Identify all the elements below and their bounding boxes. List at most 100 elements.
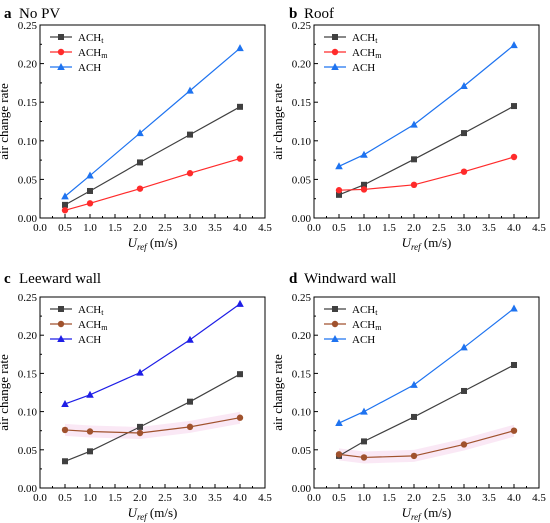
y-tick-label: 0.00 bbox=[18, 483, 38, 495]
data-point bbox=[237, 371, 243, 378]
x-tick-label: 0.0 bbox=[33, 492, 47, 504]
legend-marker bbox=[57, 335, 65, 342]
y-tick-label: 0.05 bbox=[292, 445, 312, 457]
x-axis-title-unit: (m/s) bbox=[147, 235, 178, 250]
y-tick-label: 0.20 bbox=[18, 330, 38, 342]
x-tick-label: 2.0 bbox=[407, 492, 421, 504]
y-tick-label: 0.25 bbox=[18, 20, 38, 32]
y-tick-label: 0.05 bbox=[292, 174, 312, 186]
data-point bbox=[86, 200, 94, 207]
data-point bbox=[61, 192, 69, 200]
x-tick-label: 1.0 bbox=[357, 222, 371, 234]
data-point bbox=[136, 368, 144, 376]
data-point bbox=[511, 361, 517, 368]
data-point bbox=[411, 156, 417, 163]
legend-label: ACH bbox=[352, 334, 375, 346]
y-tick-label: 0.10 bbox=[292, 407, 312, 419]
data-point bbox=[361, 438, 367, 445]
data-point bbox=[410, 452, 418, 460]
x-tick-label: 0.0 bbox=[33, 222, 47, 234]
x-axis-title: Uref (m/s) bbox=[128, 505, 178, 522]
highlight-band bbox=[65, 411, 240, 439]
data-point bbox=[461, 130, 467, 137]
data-point bbox=[460, 81, 468, 89]
series-2 bbox=[61, 414, 244, 437]
x-tick-label: 2.5 bbox=[432, 492, 446, 504]
legend-marker bbox=[57, 48, 65, 56]
highlight-band bbox=[339, 424, 514, 464]
data-point bbox=[335, 187, 343, 194]
y-tick-label: 0.10 bbox=[18, 136, 38, 148]
data-point bbox=[460, 168, 468, 175]
data-point bbox=[236, 44, 244, 52]
legend-label: ACHt bbox=[352, 32, 378, 45]
plot-frame bbox=[313, 24, 540, 219]
legend-label-main: ACH bbox=[78, 304, 101, 316]
legend-label-main: ACH bbox=[352, 319, 375, 331]
x-tick-label: 4.5 bbox=[258, 222, 272, 234]
series-2 bbox=[61, 155, 244, 214]
y-tick-label: 0.05 bbox=[18, 445, 38, 457]
y-tick-label: 0.10 bbox=[18, 407, 38, 419]
x-axis-title-symbol: U bbox=[128, 505, 139, 520]
legend-label-main: ACH bbox=[78, 334, 101, 346]
data-point bbox=[336, 191, 342, 198]
x-tick-label: 1.5 bbox=[108, 222, 122, 234]
data-point bbox=[510, 427, 518, 434]
data-point bbox=[186, 423, 194, 431]
x-tick-label: 1.5 bbox=[382, 222, 396, 234]
panel-letter: d bbox=[289, 271, 298, 287]
panel-letter: a bbox=[4, 6, 12, 22]
x-tick-label: 1.0 bbox=[357, 492, 371, 504]
legend-label: ACH bbox=[78, 62, 101, 74]
data-point bbox=[510, 153, 518, 161]
x-tick-label: 4.0 bbox=[507, 222, 521, 234]
y-tick-label: 0.00 bbox=[18, 213, 38, 225]
legend-label-subscript: t bbox=[375, 308, 378, 317]
x-tick-label: 0.5 bbox=[332, 492, 346, 504]
x-axis-title: Uref (m/s) bbox=[402, 235, 452, 252]
x-tick-label: 0.5 bbox=[58, 492, 72, 504]
data-point bbox=[236, 414, 244, 421]
x-tick-label: 4.0 bbox=[507, 492, 521, 504]
legend-label-subscript: m bbox=[101, 51, 108, 60]
series-3 bbox=[335, 304, 518, 427]
x-axis-title-subscript: ref bbox=[137, 512, 148, 522]
x-tick-label: 3.5 bbox=[482, 222, 496, 234]
x-tick-label: 4.5 bbox=[532, 492, 546, 504]
legend-label: ACHt bbox=[78, 32, 104, 45]
legend-label-main: ACH bbox=[78, 47, 101, 59]
x-tick-label: 1.0 bbox=[83, 222, 97, 234]
data-point bbox=[62, 201, 68, 208]
x-tick-label: 1.5 bbox=[382, 492, 396, 504]
legend-marker bbox=[57, 63, 65, 70]
x-tick-label: 2.0 bbox=[133, 222, 147, 234]
series-1 bbox=[336, 103, 517, 198]
panel-title: Roof bbox=[304, 6, 334, 22]
x-tick-label: 4.5 bbox=[258, 492, 272, 504]
series-2 bbox=[335, 427, 518, 461]
panel-b: 0.0 0.5 1.0 1.5 2.0 2.5 3.0 3.5 4.0 4.5 0.00 0.05 0.… bbox=[270, 6, 546, 252]
data-point bbox=[87, 448, 93, 455]
y-tick-label: 0.15 bbox=[292, 368, 312, 380]
data-point bbox=[87, 187, 93, 194]
data-point bbox=[186, 335, 194, 343]
legend-label-main: ACH bbox=[352, 47, 375, 59]
data-point bbox=[360, 150, 368, 158]
legend-label: ACHt bbox=[352, 304, 378, 317]
series-3 bbox=[61, 299, 244, 407]
y-axis-title: air change rate bbox=[270, 354, 285, 431]
legend-label-subscript: t bbox=[101, 308, 104, 317]
x-tick-label: 4.5 bbox=[532, 222, 546, 234]
legend-marker bbox=[332, 306, 338, 312]
data-point bbox=[236, 155, 244, 162]
data-point bbox=[460, 441, 468, 448]
x-tick-label: 2.0 bbox=[407, 222, 421, 234]
y-tick-label: 0.15 bbox=[18, 368, 38, 380]
legend-marker bbox=[57, 320, 65, 328]
data-point bbox=[360, 407, 368, 415]
